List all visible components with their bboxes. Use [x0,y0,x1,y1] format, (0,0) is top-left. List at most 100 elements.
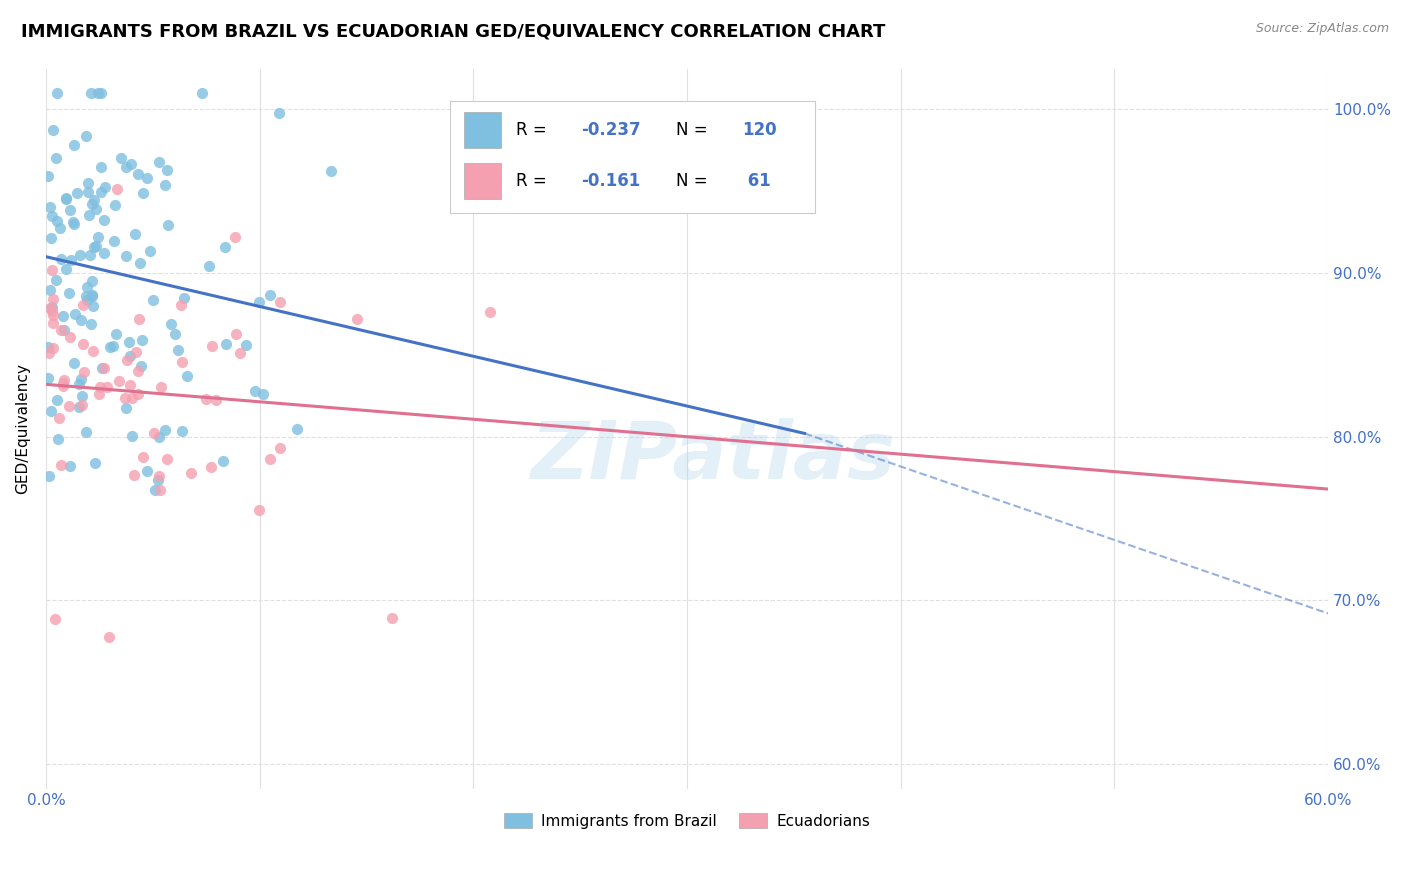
Point [153,178,176,192]
Point [89,380,111,394]
Point [65,307,87,321]
Text: Source: ZipAtlas.com: Source: ZipAtlas.com [1256,22,1389,36]
Point [156,452,179,467]
Point [37,340,59,354]
Point [46,432,69,446]
Point [93,360,115,375]
Point [84,202,107,216]
Point [41,210,63,224]
Point [180,466,202,480]
Point [41,300,63,314]
Point [205,392,228,407]
Point [87,230,110,244]
Point [42,341,65,355]
Point [235,338,257,352]
Point [110,151,132,165]
Point [115,353,138,368]
Point [52,323,75,337]
Point [121,391,143,405]
Point [37,371,59,385]
Point [58,399,80,413]
Point [127,387,149,401]
Point [63,217,86,231]
Point [39,301,62,315]
Point [90,185,112,199]
Point [42,308,65,322]
Point [87,386,110,401]
Point [58,285,80,300]
Point [146,473,169,487]
Point [75,289,97,303]
Point [148,469,170,483]
Point [98,340,121,354]
Point [39,200,62,214]
Point [79,247,101,261]
Point [42,292,65,306]
Point [173,292,195,306]
Point [76,280,98,294]
Y-axis label: GED/Equivalency: GED/Equivalency [15,363,30,494]
Point [80,289,103,303]
Point [143,426,166,441]
Point [48,220,70,235]
Point [114,392,136,406]
Point [93,246,115,260]
Point [156,218,179,232]
Point [195,392,218,406]
Point [44,612,66,626]
Point [59,458,82,473]
Point [131,333,153,347]
Point [60,253,83,268]
Point [90,361,112,376]
Legend: Immigrants from Brazil, Ecuadorians: Immigrants from Brazil, Ecuadorians [498,807,876,835]
Point [191,86,214,100]
Point [76,176,98,190]
Point [176,369,198,384]
Point [229,346,252,360]
Point [118,334,141,349]
Point [163,326,186,341]
Point [76,185,98,199]
Point [245,384,267,399]
Point [62,137,84,152]
Point [76,293,98,307]
Point [136,464,159,478]
Point [55,191,77,205]
Point [142,293,165,307]
Point [75,129,97,144]
Point [51,458,73,472]
Point [77,208,100,222]
Point [45,151,67,165]
Point [139,244,162,258]
Point [45,213,67,227]
Point [121,429,143,443]
Point [55,193,77,207]
Point [124,227,146,241]
Point [479,305,502,319]
Point [83,456,105,470]
Point [96,380,118,394]
Point [127,364,149,378]
Point [153,423,176,437]
Point [87,86,110,100]
Text: ZIPatlas: ZIPatlas [530,418,896,496]
Point [107,374,129,388]
Point [247,502,270,516]
Point [259,452,281,467]
Point [122,467,145,482]
Point [285,422,308,436]
Point [67,401,90,415]
Point [73,365,96,379]
Point [82,343,104,358]
Point [82,275,104,289]
Point [252,386,274,401]
Point [124,345,146,359]
Point [115,250,138,264]
Point [97,630,120,644]
Point [148,155,170,169]
Point [42,123,65,137]
Point [214,239,236,253]
Point [150,380,173,394]
Point [103,234,125,248]
Point [381,611,404,625]
